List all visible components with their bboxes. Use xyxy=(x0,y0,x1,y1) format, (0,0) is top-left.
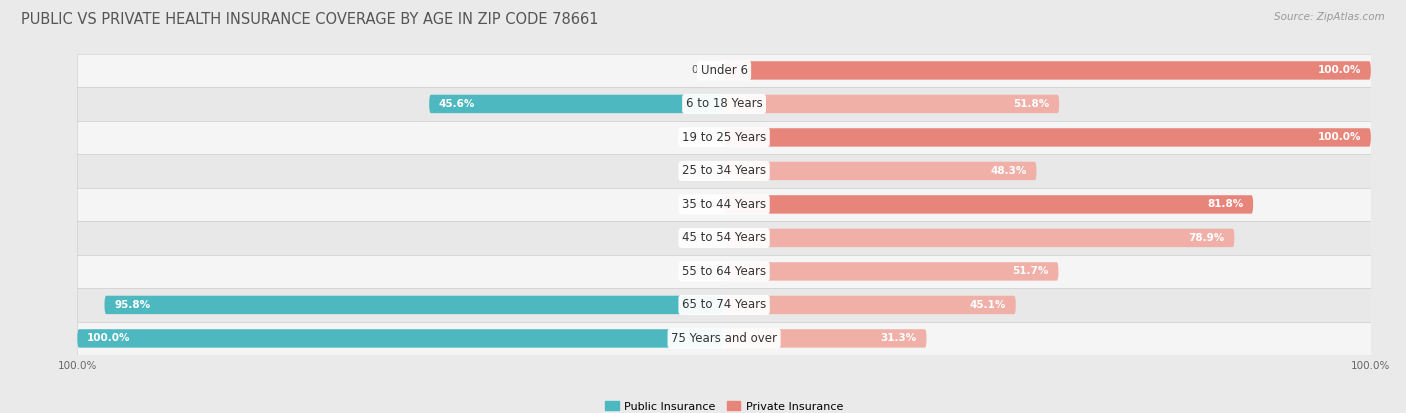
Text: 0.0%: 0.0% xyxy=(692,65,717,76)
FancyBboxPatch shape xyxy=(724,195,1253,214)
Text: 55 to 64 Years: 55 to 64 Years xyxy=(682,265,766,278)
FancyBboxPatch shape xyxy=(724,262,1059,281)
Text: 0.0%: 0.0% xyxy=(692,233,717,243)
Text: 95.8%: 95.8% xyxy=(114,300,150,310)
Text: 51.8%: 51.8% xyxy=(1014,99,1049,109)
Text: 6 to 18 Years: 6 to 18 Years xyxy=(686,97,762,110)
Text: 35 to 44 Years: 35 to 44 Years xyxy=(682,198,766,211)
Text: 100.0%: 100.0% xyxy=(1317,65,1361,76)
FancyBboxPatch shape xyxy=(429,95,724,113)
Text: 75 Years and over: 75 Years and over xyxy=(671,332,778,345)
Text: 65 to 74 Years: 65 to 74 Years xyxy=(682,299,766,311)
Text: 31.3%: 31.3% xyxy=(880,333,917,344)
Text: Under 6: Under 6 xyxy=(700,64,748,77)
Text: 78.9%: 78.9% xyxy=(1188,233,1225,243)
FancyBboxPatch shape xyxy=(77,221,1371,255)
FancyBboxPatch shape xyxy=(724,61,1371,80)
FancyBboxPatch shape xyxy=(77,154,1371,188)
Text: 45.1%: 45.1% xyxy=(970,300,1007,310)
FancyBboxPatch shape xyxy=(77,288,1371,322)
Text: Source: ZipAtlas.com: Source: ZipAtlas.com xyxy=(1274,12,1385,22)
FancyBboxPatch shape xyxy=(724,329,927,348)
Text: 19 to 25 Years: 19 to 25 Years xyxy=(682,131,766,144)
FancyBboxPatch shape xyxy=(77,121,1371,154)
Legend: Public Insurance, Private Insurance: Public Insurance, Private Insurance xyxy=(600,396,848,413)
FancyBboxPatch shape xyxy=(77,87,1371,121)
FancyBboxPatch shape xyxy=(77,322,1371,355)
Text: 0.0%: 0.0% xyxy=(692,199,717,209)
Text: 100.0%: 100.0% xyxy=(87,333,131,344)
Text: 0.0%: 0.0% xyxy=(692,166,717,176)
Text: 0.0%: 0.0% xyxy=(692,266,717,276)
FancyBboxPatch shape xyxy=(724,95,1059,113)
Text: 45 to 54 Years: 45 to 54 Years xyxy=(682,231,766,244)
Text: 51.7%: 51.7% xyxy=(1012,266,1049,276)
FancyBboxPatch shape xyxy=(77,188,1371,221)
FancyBboxPatch shape xyxy=(104,296,724,314)
FancyBboxPatch shape xyxy=(77,54,1371,87)
FancyBboxPatch shape xyxy=(724,128,1371,147)
Text: 0.0%: 0.0% xyxy=(692,133,717,142)
Text: 25 to 34 Years: 25 to 34 Years xyxy=(682,164,766,178)
FancyBboxPatch shape xyxy=(724,229,1234,247)
Text: 48.3%: 48.3% xyxy=(990,166,1026,176)
FancyBboxPatch shape xyxy=(77,255,1371,288)
FancyBboxPatch shape xyxy=(724,162,1036,180)
Text: 45.6%: 45.6% xyxy=(439,99,475,109)
Text: PUBLIC VS PRIVATE HEALTH INSURANCE COVERAGE BY AGE IN ZIP CODE 78661: PUBLIC VS PRIVATE HEALTH INSURANCE COVER… xyxy=(21,12,599,27)
Text: 81.8%: 81.8% xyxy=(1208,199,1243,209)
FancyBboxPatch shape xyxy=(77,329,724,348)
Text: 100.0%: 100.0% xyxy=(1317,133,1361,142)
FancyBboxPatch shape xyxy=(724,296,1015,314)
